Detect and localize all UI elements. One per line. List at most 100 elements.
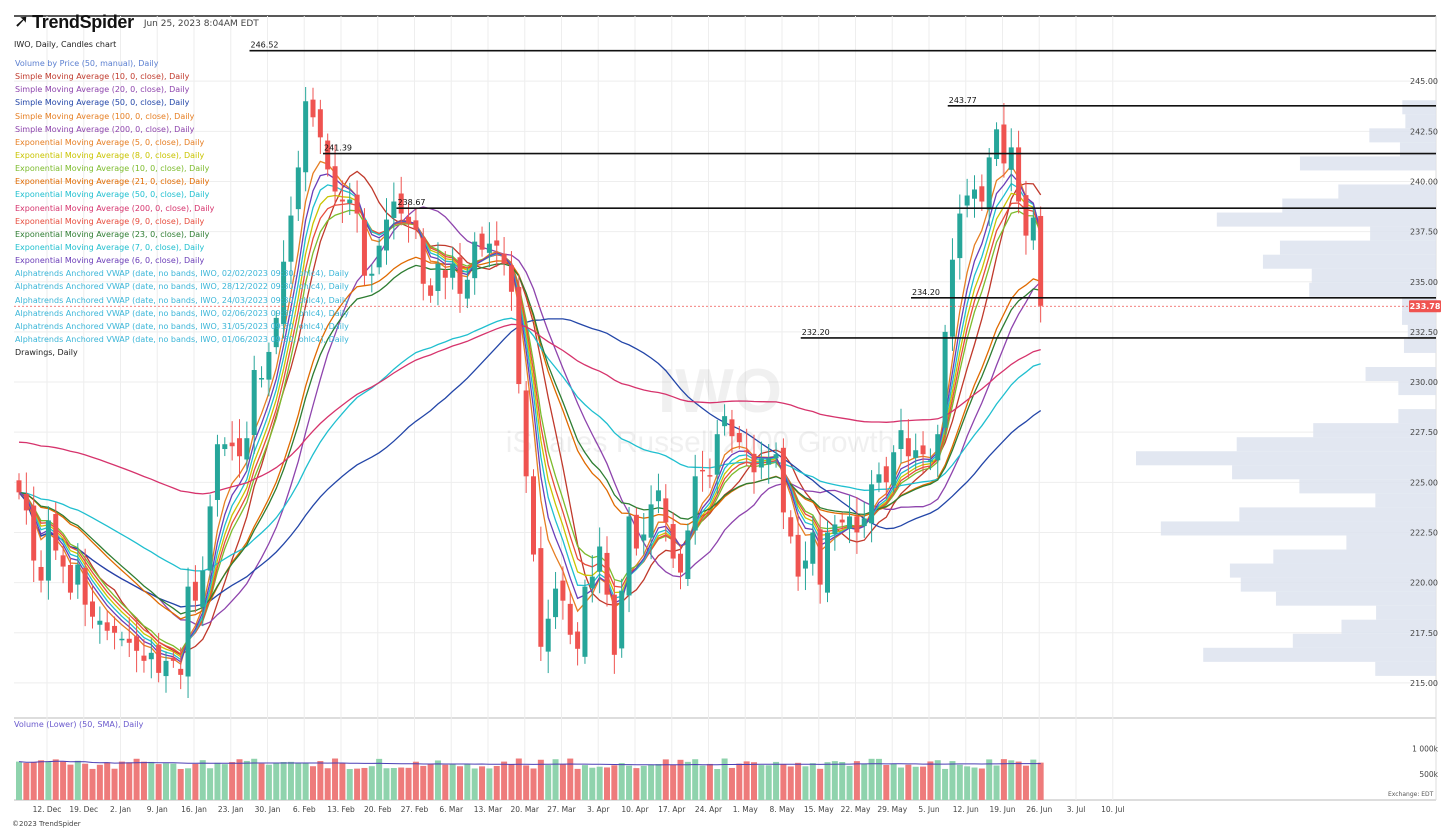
candle-body xyxy=(575,631,581,649)
candle xyxy=(876,462,882,493)
volume-bar xyxy=(949,761,956,800)
volume-bar xyxy=(964,766,971,800)
candle-body xyxy=(486,243,492,253)
x-tick-label: 10. Jul xyxy=(1101,805,1124,814)
x-tick-label: 13. Feb xyxy=(327,805,355,814)
volume-bar xyxy=(501,761,508,800)
x-tick-label: 2. Jan xyxy=(110,805,131,814)
legend-item[interactable]: Simple Moving Average (20, 0, close), Da… xyxy=(15,85,190,95)
legend-item[interactable]: Exponential Moving Average (9, 0, close)… xyxy=(15,216,205,226)
volume-bar xyxy=(236,759,243,800)
volume-bar xyxy=(155,764,162,800)
legend-item[interactable]: Drawings, Daily xyxy=(15,348,78,358)
y-tick-label: 222.50 xyxy=(1410,528,1438,537)
volume-bar xyxy=(280,762,287,800)
volume-bar xyxy=(773,761,780,800)
vbp-bar xyxy=(1346,535,1436,550)
volume-bar xyxy=(207,768,214,800)
legend-item[interactable]: Simple Moving Average (200, 0, close), D… xyxy=(15,124,195,134)
legend-item[interactable]: Exponential Moving Average (23, 0, close… xyxy=(15,229,210,239)
legend-item[interactable]: Exponential Moving Average (21, 0, close… xyxy=(15,177,210,187)
candle-body xyxy=(310,99,316,118)
candle xyxy=(567,592,573,645)
candle-body xyxy=(670,524,676,559)
vbp-bar xyxy=(1376,605,1436,620)
x-tick-label: 15. May xyxy=(804,805,834,814)
legend-item[interactable]: Alphatrends Anchored VWAP (date, no band… xyxy=(15,334,349,344)
candle xyxy=(582,579,588,664)
legend-item[interactable]: Exponential Moving Average (10, 0, close… xyxy=(15,164,210,174)
legend-item[interactable]: Exponential Moving Average (50, 0, close… xyxy=(15,190,210,200)
candle xyxy=(310,87,316,127)
legend-item[interactable]: Alphatrends Anchored VWAP (date, no band… xyxy=(15,321,349,331)
x-tick-label: 22. May xyxy=(841,805,871,814)
vbp-bar xyxy=(1299,156,1436,171)
candle xyxy=(361,208,367,286)
volume-bar xyxy=(376,758,383,800)
x-tick-label: 23. Jan xyxy=(218,805,244,814)
legend-item[interactable]: Exponential Moving Average (8, 0, close)… xyxy=(15,150,205,160)
legend-item[interactable]: Simple Moving Average (10, 0, close), Da… xyxy=(15,72,190,82)
legend-item[interactable]: Exponential Moving Average (5, 0, close)… xyxy=(15,137,205,147)
candle xyxy=(670,512,676,568)
candle-body xyxy=(450,263,456,278)
candle-body xyxy=(406,216,412,224)
candle xyxy=(692,454,698,545)
volume-bar xyxy=(346,769,353,800)
volume-bar xyxy=(434,760,441,800)
vbp-bar xyxy=(1240,577,1436,592)
candle-body xyxy=(979,186,985,202)
candle-body xyxy=(376,245,382,268)
volume-bar xyxy=(332,758,339,800)
volume-bar xyxy=(942,768,949,800)
volume-bar xyxy=(1037,762,1044,800)
vbp-bar xyxy=(1313,423,1436,438)
candle xyxy=(60,545,66,584)
legend-item[interactable]: Exponential Moving Average (7, 0, close)… xyxy=(15,242,205,252)
x-tick-label: 12. Jun xyxy=(953,805,979,814)
candles xyxy=(16,87,1044,698)
candle-body xyxy=(707,475,713,477)
volume-bar xyxy=(751,762,757,800)
legend-item[interactable]: Simple Moving Average (100, 0, close), D… xyxy=(15,111,195,121)
candle xyxy=(626,506,632,613)
candle-body xyxy=(317,109,323,138)
volume-bar xyxy=(177,768,184,800)
candle xyxy=(16,473,22,500)
volume-bar xyxy=(508,764,515,800)
volume-bar xyxy=(118,761,125,800)
candle-body xyxy=(38,566,44,581)
candle xyxy=(825,520,830,603)
candle-body xyxy=(332,166,338,192)
volume-bar xyxy=(559,763,566,800)
candle xyxy=(67,557,73,600)
legend-item[interactable]: Exponential Moving Average (200, 0, clos… xyxy=(15,203,215,213)
candle-body xyxy=(802,560,808,569)
legend-item[interactable]: Simple Moving Average (50, 0, close), Da… xyxy=(15,98,190,108)
legend-item[interactable]: Exponential Moving Average (6, 0, close)… xyxy=(15,256,205,266)
legend-item[interactable]: Alphatrends Anchored VWAP (date, no band… xyxy=(15,269,349,279)
horizontal-levels[interactable]: 246.52 243.77 241.39 238.67 234.20 232.20 xyxy=(14,41,1436,339)
volume-bar xyxy=(545,765,552,800)
volume-bar xyxy=(589,767,596,800)
volume-bar xyxy=(354,768,361,800)
candle xyxy=(678,544,683,590)
vbp-bar xyxy=(1160,521,1436,536)
volume-bar xyxy=(30,761,37,800)
legend-item[interactable]: Alphatrends Anchored VWAP (date, no band… xyxy=(15,295,349,305)
x-tick-label: 16. Jan xyxy=(181,805,207,814)
candle xyxy=(435,242,441,306)
legend-item[interactable]: Alphatrends Anchored VWAP (date, no band… xyxy=(15,308,349,318)
candle xyxy=(685,523,691,587)
legend-item[interactable]: Volume by Price (50, manual), Daily xyxy=(15,59,159,68)
volume-axis-label: 500k xyxy=(1419,770,1438,779)
legend-item[interactable]: Alphatrends Anchored VWAP (date, no band… xyxy=(15,282,349,292)
volume-bar xyxy=(993,765,1000,800)
candle xyxy=(229,421,235,461)
candle-body xyxy=(766,458,772,465)
vbp-bar xyxy=(1229,563,1436,578)
candle-body xyxy=(905,438,911,457)
candle-body xyxy=(163,660,169,677)
candle-body xyxy=(619,590,625,649)
